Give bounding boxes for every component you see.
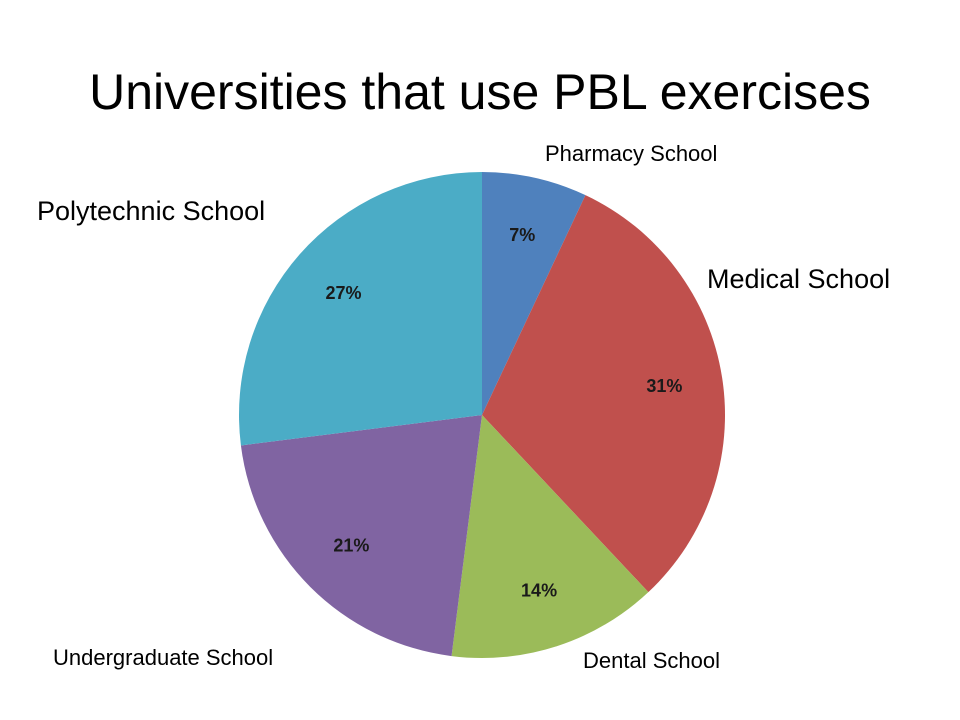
percent-label-undergraduate-school: 21% [333,536,369,556]
percent-label-polytechnic-school: 27% [325,283,361,303]
percent-labels: 7% 31% 14% 21% 27% [325,225,682,601]
category-label-dental-school: Dental School [583,648,720,673]
category-label-pharmacy-school: Pharmacy School [545,141,717,166]
pie-slices [239,172,725,658]
category-label-undergraduate-school: Undergraduate School [53,645,273,670]
slice-undergraduate-school [240,415,482,657]
category-label-medical-school: Medical School [707,264,890,294]
percent-label-medical-school: 31% [646,376,682,396]
slice-medical-school [482,195,725,593]
category-label-polytechnic-school: Polytechnic School [37,196,265,226]
slice-polytechnic-school [239,172,482,446]
slice-dental-school [451,415,649,658]
chart-title: Universities that use PBL exercises [89,64,871,120]
slice-pharmacy-school [482,172,586,415]
percent-label-dental-school: 14% [521,581,557,601]
percent-label-pharmacy-school: 7% [509,225,535,245]
category-labels: Pharmacy School Medical School Dental Scho… [37,141,890,673]
